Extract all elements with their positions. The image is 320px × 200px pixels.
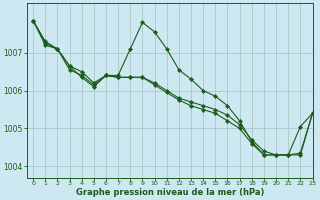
X-axis label: Graphe pression niveau de la mer (hPa): Graphe pression niveau de la mer (hPa)	[76, 188, 264, 197]
